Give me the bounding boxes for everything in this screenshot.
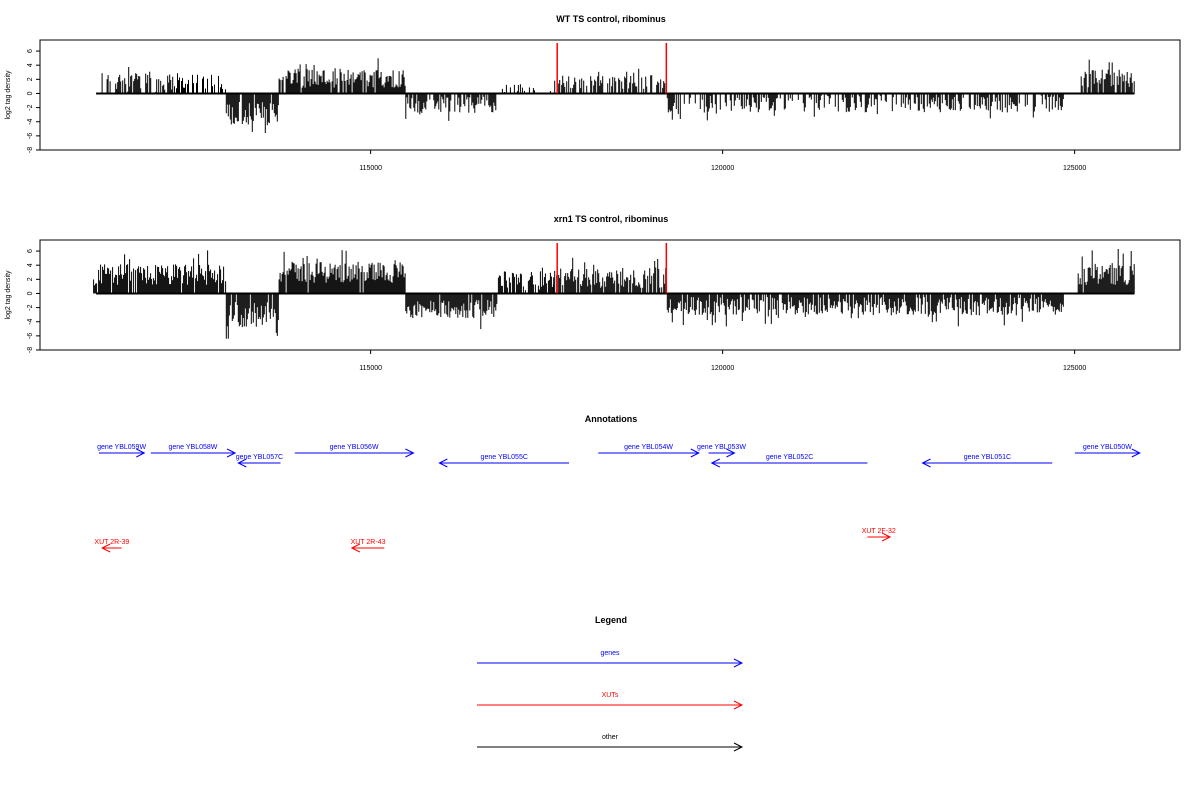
gene-feature: gene YBL058W (150, 444, 237, 458)
xut-feature: XUT 2R-43 (350, 539, 386, 553)
gene-feature: gene YBL053W (697, 444, 746, 458)
wt-y-tick-label: 2 (27, 77, 34, 81)
legend-arrow-head (733, 700, 744, 710)
wt-x-tick-label: 115000 (359, 165, 382, 172)
xrn1-x-tick-label: 125000 (1063, 365, 1086, 372)
legend-arrow-head (733, 658, 744, 668)
gene-label: gene YBL057C (236, 454, 283, 461)
gene-feature: gene YBL054W (598, 444, 700, 458)
legend-item: genes (477, 650, 744, 668)
gene-arrow-head (710, 458, 720, 468)
legend-panel: Legend genes XUTs other (477, 615, 744, 752)
legend-item: XUTs (477, 692, 744, 710)
gene-label: gene YBL059W (97, 444, 146, 451)
legend-items: genes XUTs other (477, 650, 744, 752)
gene-feature: gene YBL051C (921, 454, 1053, 468)
gene-arrow-head (726, 448, 736, 458)
gene-arrow-head (921, 458, 931, 468)
legend-label: genes (600, 650, 620, 657)
gene-label: gene YBL055C (481, 454, 528, 461)
xrn1-x-tick-label: 120000 (711, 365, 734, 372)
wt-y-axis-label: log2 tag density (5, 70, 12, 120)
legend-title: Legend (595, 615, 627, 625)
legend-label: other (602, 734, 619, 741)
xrn1-panel: xrn1 TS control, ribominus log2 tag dens… (5, 214, 1181, 372)
xrn1-y-tick-label: -2 (27, 304, 34, 310)
gene-label: gene YBL056W (330, 444, 379, 451)
wt-y-tick-label: -2 (27, 104, 34, 110)
xrn1-y-tick-label: 0 (27, 291, 34, 295)
legend-label: XUTs (602, 692, 619, 699)
xut-arrow-head (350, 543, 361, 553)
wt-panel: WT TS control, ribominus log2 tag densit… (5, 14, 1181, 172)
xrn1-panel-title: xrn1 TS control, ribominus (554, 214, 669, 224)
xut-label: XUT 2R-43 (351, 539, 386, 546)
xut-arrow-head (881, 532, 892, 542)
xut-label: XUT 2F-32 (862, 528, 896, 535)
wt-y-tick-label: 4 (27, 63, 34, 67)
wt-y-tick-label: -8 (27, 147, 34, 153)
xrn1-bars (93, 249, 1135, 339)
wt-y-axis: 6 4 2 0 -2 -4 -6 -8 (27, 49, 41, 153)
xrn1-y-tick-label: -8 (27, 347, 34, 353)
gene-feature: gene YBL059W (97, 444, 146, 458)
xut-arrow-head (101, 543, 111, 553)
gene-arrow-head (1131, 448, 1141, 458)
wt-x-axis: 115000 120000 125000 (359, 150, 1086, 172)
gene-arrow-head (405, 448, 415, 458)
xrn1-y-axis-label: log2 tag density (5, 270, 12, 320)
xut-feature: XUT 2R-39 (94, 539, 129, 553)
gene-feature: gene YBL056W (294, 444, 415, 458)
gene-feature: gene YBL052C (710, 454, 868, 468)
xut-feature: XUT 2F-32 (862, 528, 896, 542)
wt-y-tick-label: -6 (27, 133, 34, 139)
xrn1-y-tick-label: -6 (27, 333, 34, 339)
gene-label: gene YBL053W (697, 444, 746, 451)
annotations-title: Annotations (585, 414, 638, 424)
xrn1-y-axis: 6 4 2 0 -2 -4 -6 -8 (27, 249, 41, 353)
gene-arrow-head (690, 448, 700, 458)
gene-arrow-head (226, 448, 237, 458)
gene-arrow-head (136, 448, 146, 458)
legend-arrow-head (733, 742, 744, 752)
gene-feature: gene YBL050W (1074, 444, 1141, 458)
wt-x-tick-label: 120000 (711, 165, 734, 172)
annotations-panel: Annotations gene YBL059W gene YBL058Wgene… (94, 414, 1141, 553)
wt-y-tick-label: 0 (27, 91, 34, 95)
xrn1-x-axis: 115000 120000 125000 (359, 350, 1086, 372)
wt-bars (96, 58, 1135, 133)
gene-arrow-head (237, 458, 247, 468)
wt-panel-title: WT TS control, ribominus (556, 14, 666, 24)
gene-feature: gene YBL057C (236, 454, 283, 468)
xrn1-markers (556, 243, 668, 294)
gene-label: gene YBL058W (168, 444, 217, 451)
xrn1-x-tick-label: 115000 (359, 365, 382, 372)
wt-markers (556, 43, 668, 94)
wt-y-tick-label: 6 (27, 49, 34, 53)
wt-y-tick-label: -4 (27, 119, 34, 125)
xut-label: XUT 2R-39 (94, 539, 129, 546)
gene-label: gene YBL052C (766, 454, 813, 461)
xrn1-y-tick-label: 2 (27, 277, 34, 281)
gene-label: gene YBL051C (964, 454, 1011, 461)
wt-x-tick-label: 125000 (1063, 165, 1086, 172)
gene-label: gene YBL050W (1083, 444, 1132, 451)
gene-feature: gene YBL055C (438, 454, 570, 468)
legend-item: other (477, 734, 744, 752)
xrn1-y-tick-label: 6 (27, 249, 34, 253)
xrn1-y-tick-label: 4 (27, 263, 34, 267)
gene-arrow-head (438, 458, 448, 468)
xrn1-y-tick-label: -4 (27, 319, 34, 325)
gene-label: gene YBL054W (624, 444, 673, 451)
annotation-features: gene YBL059W gene YBL058W gene YBL057C gene… (94, 444, 1141, 553)
